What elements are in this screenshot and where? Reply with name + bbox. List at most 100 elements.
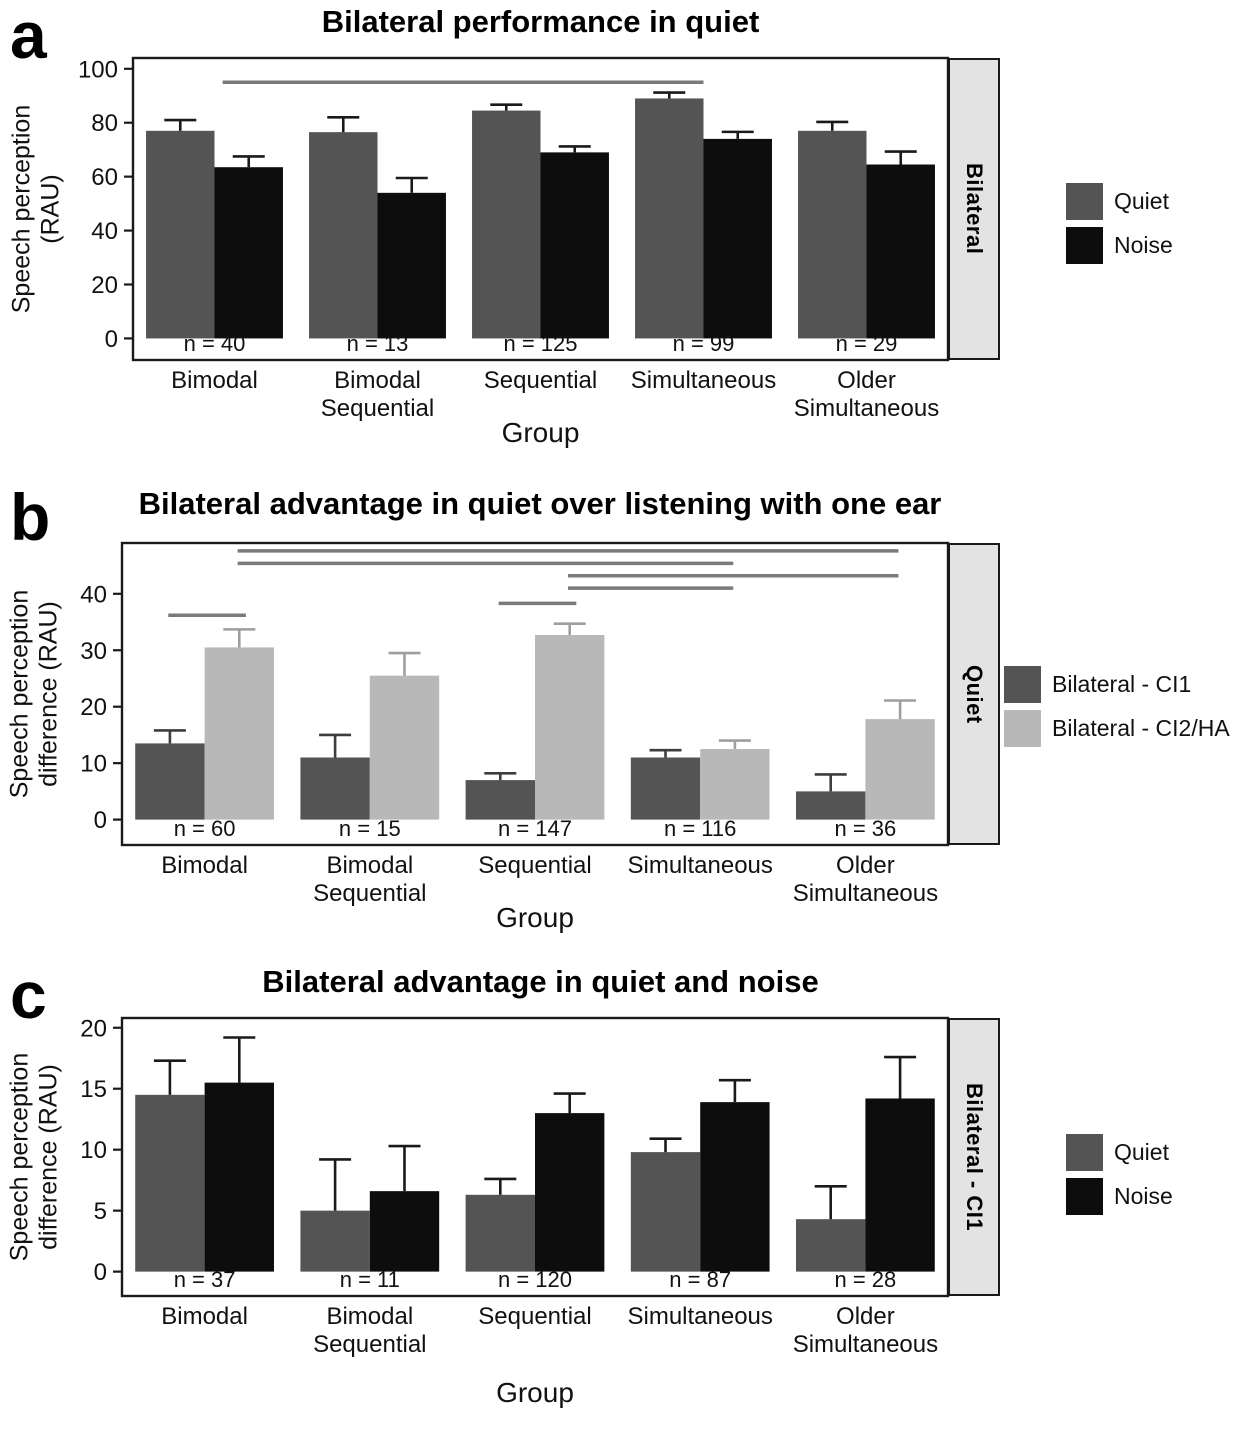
legend-item-noise-c: Noise [1066, 1178, 1173, 1215]
bar-quiet-4 [796, 1219, 866, 1272]
x-axis-label: Group [496, 1377, 574, 1408]
y-tick-label: 40 [80, 581, 107, 608]
category-label: Simultaneous [627, 1303, 772, 1330]
n-label: n = 116 [664, 816, 736, 841]
y-tick-label: 0 [105, 326, 118, 353]
legend-swatch-noise-c [1066, 1178, 1103, 1215]
bar-noise-0 [214, 167, 283, 339]
legend-item-bilateral-ci1: Bilateral - CI1 [1004, 666, 1230, 703]
bar-noise-4 [866, 164, 935, 339]
y-tick-label: 40 [91, 218, 118, 245]
panel-b-strip-label: Quiet [962, 664, 987, 724]
bar-bilateral-ci1-2 [465, 780, 535, 820]
category-label: Older [836, 1303, 895, 1330]
n-label: n = 40 [184, 331, 246, 356]
bar-bilateral-ci1-1 [300, 757, 370, 820]
n-label: n = 147 [498, 816, 572, 841]
legend-label-bilateral-ci2-ha: Bilateral - CI2/HA [1052, 715, 1230, 741]
panel-c-plot: 0 5 10 15 20 n = 37 n = 11 n = 120 n = 87 n = 28 B… [80, 1015, 950, 1408]
y-tick-label: 100 [78, 56, 118, 83]
bar-quiet-0 [135, 1094, 205, 1272]
n-label: n = 120 [498, 1267, 572, 1292]
y-tick-label: 20 [91, 272, 118, 299]
legend-label-noise-c: Noise [1114, 1183, 1173, 1209]
x-axis-label: Group [502, 417, 580, 448]
bar-quiet-2 [472, 110, 541, 339]
panel-a-title: Bilateral performance in quiet [321, 4, 760, 39]
category-label: Bimodal [334, 367, 421, 394]
panel-a-y-axis-label: Speech perception (RAU) [7, 104, 64, 314]
y-tick-label: 0 [94, 807, 107, 834]
n-label: n = 87 [669, 1267, 731, 1292]
y-tick-label: 20 [80, 694, 107, 721]
bar-bilateral-ci2-ha-3 [700, 749, 770, 820]
panel-a-strip: Bilateral [948, 58, 1000, 360]
bar-quiet-1 [300, 1210, 370, 1272]
panel-c-strip: Bilateral - CI1 [948, 1018, 1000, 1296]
panel-b-strip: Quiet [948, 543, 1000, 845]
y-tick-label: 10 [80, 1137, 107, 1164]
n-label: n = 99 [673, 331, 735, 356]
legend-item-noise: Noise [1066, 227, 1173, 264]
legend-item-quiet-c: Quiet [1066, 1134, 1173, 1171]
n-label: n = 125 [503, 331, 577, 356]
y-tick-label: 15 [80, 1076, 107, 1103]
panel-c-y-axis-label: Speech perception difference (RAU) [5, 1052, 62, 1262]
bar-noise-0 [204, 1082, 274, 1272]
bar-quiet-4 [798, 130, 867, 339]
panel-a-plot: 0 20 40 60 80 100 n = 40 n = 13 n = 125 n = 99 n =… [78, 56, 950, 448]
category-label: Bimodal [326, 852, 413, 879]
category-label: Simultaneous [627, 852, 772, 879]
category-label: Sequential [478, 1303, 591, 1330]
bar-quiet-0 [146, 130, 215, 339]
bar-noise-3 [700, 1102, 770, 1272]
category-label: Sequential [313, 880, 426, 907]
legend-label-bilateral-ci1: Bilateral - CI1 [1052, 671, 1192, 697]
y-tick-label: 20 [80, 1015, 107, 1042]
y-tick-label: 10 [80, 751, 107, 778]
bar-noise-1 [377, 192, 446, 339]
bar-bilateral-ci2-ha-2 [535, 635, 605, 820]
bar-noise-2 [535, 1113, 605, 1272]
bar-quiet-3 [635, 98, 704, 339]
category-label: Older [836, 852, 895, 879]
category-label: Simultaneous [793, 880, 938, 907]
bar-noise-1 [369, 1191, 440, 1272]
category-label: Older [837, 367, 896, 394]
legend-item-bilateral-ci2-ha: Bilateral - CI2/HA [1004, 710, 1230, 747]
bar-quiet-1 [309, 132, 378, 339]
bar-bilateral-ci2-ha-4 [865, 719, 935, 820]
legend-swatch-quiet-c [1066, 1134, 1103, 1171]
category-label: Sequential [321, 395, 434, 422]
bar-noise-3 [703, 138, 772, 339]
bar-bilateral-ci2-ha-1 [369, 675, 440, 820]
panel-c-strip-label: Bilateral - CI1 [962, 1082, 987, 1232]
category-label: Sequential [313, 1331, 426, 1358]
legend-item-quiet: Quiet [1066, 183, 1173, 220]
bar-quiet-2 [465, 1194, 535, 1272]
category-label: Bimodal [171, 367, 258, 394]
category-label: Bimodal [161, 1303, 248, 1330]
n-label: n = 29 [836, 331, 898, 356]
panel-a-letter: a [10, 0, 47, 72]
panel-b-letter: b [10, 480, 51, 554]
panel-c-legend: Quiet Noise [1066, 1134, 1173, 1215]
panel-c-letter: c [10, 958, 47, 1032]
legend-label-quiet: Quiet [1114, 188, 1169, 214]
category-label: Simultaneous [794, 395, 939, 422]
bar-bilateral-ci2-ha-0 [204, 647, 274, 820]
y-tick-label: 60 [91, 164, 118, 191]
y-tick-label: 80 [91, 110, 118, 137]
bar-noise-4 [865, 1098, 935, 1272]
bar-bilateral-ci1-3 [630, 757, 701, 820]
legend-label-quiet-c: Quiet [1114, 1139, 1169, 1165]
bar-quiet-3 [630, 1152, 701, 1272]
category-label: Sequential [478, 852, 591, 879]
legend-swatch-bilateral-ci1 [1004, 666, 1041, 703]
y-tick-label: 30 [80, 638, 107, 665]
panel-b-y-axis-label: Speech perception difference (RAU) [5, 589, 62, 799]
n-label: n = 60 [174, 816, 236, 841]
legend-swatch-noise [1066, 227, 1103, 264]
n-label: n = 37 [174, 1267, 236, 1292]
panel-b-legend: Bilateral - CI1 Bilateral - CI2/HA [1004, 666, 1230, 747]
